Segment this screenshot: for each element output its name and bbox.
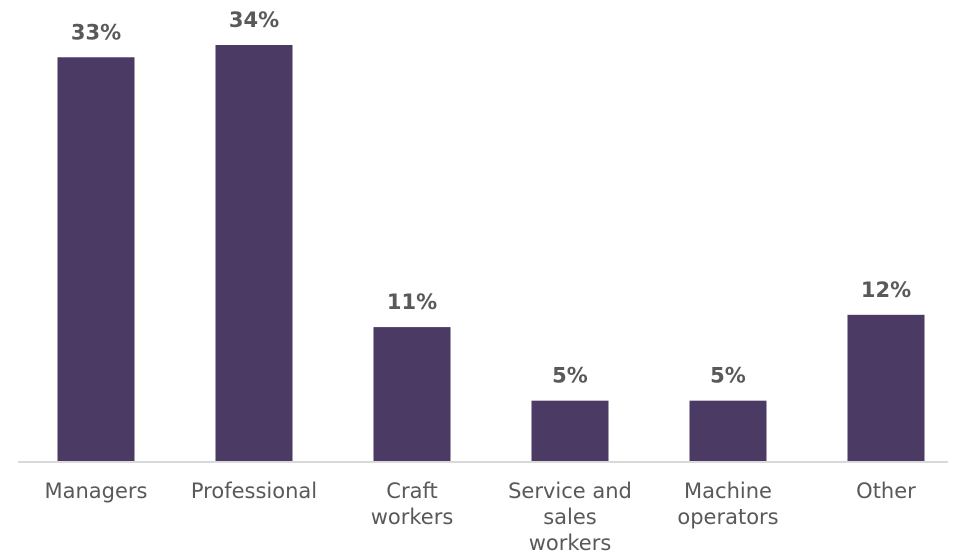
bar-other xyxy=(847,314,925,462)
data-label-service-and-sales-workers: 5% xyxy=(552,364,588,388)
category-label-craft-workers: Craft workers xyxy=(371,479,454,529)
category-label-professional: Professional xyxy=(191,479,317,503)
category-label-managers: Managers xyxy=(45,479,148,503)
data-labels-group: 33% 34% 11% 5% 5% 12% xyxy=(71,8,911,388)
data-label-managers: 33% xyxy=(71,20,121,44)
bar-craft-workers xyxy=(373,327,451,462)
category-label-service-and-sales-workers: Service and sales workers xyxy=(508,479,632,553)
bars-group xyxy=(57,45,925,462)
data-label-professional: 34% xyxy=(229,8,279,32)
data-label-craft-workers: 11% xyxy=(387,290,437,314)
bar-professional xyxy=(215,45,293,462)
data-label-machine-operators: 5% xyxy=(710,364,746,388)
category-label-other: Other xyxy=(856,479,916,503)
category-label-machine-operators: Machine operators xyxy=(677,479,778,529)
bar-machine-operators xyxy=(689,400,767,462)
bar-service-and-sales-workers xyxy=(531,400,609,462)
category-labels-group: Managers Professional Craft workers Service … xyxy=(45,479,917,553)
data-label-other: 12% xyxy=(861,278,911,302)
bar-managers xyxy=(57,57,135,462)
